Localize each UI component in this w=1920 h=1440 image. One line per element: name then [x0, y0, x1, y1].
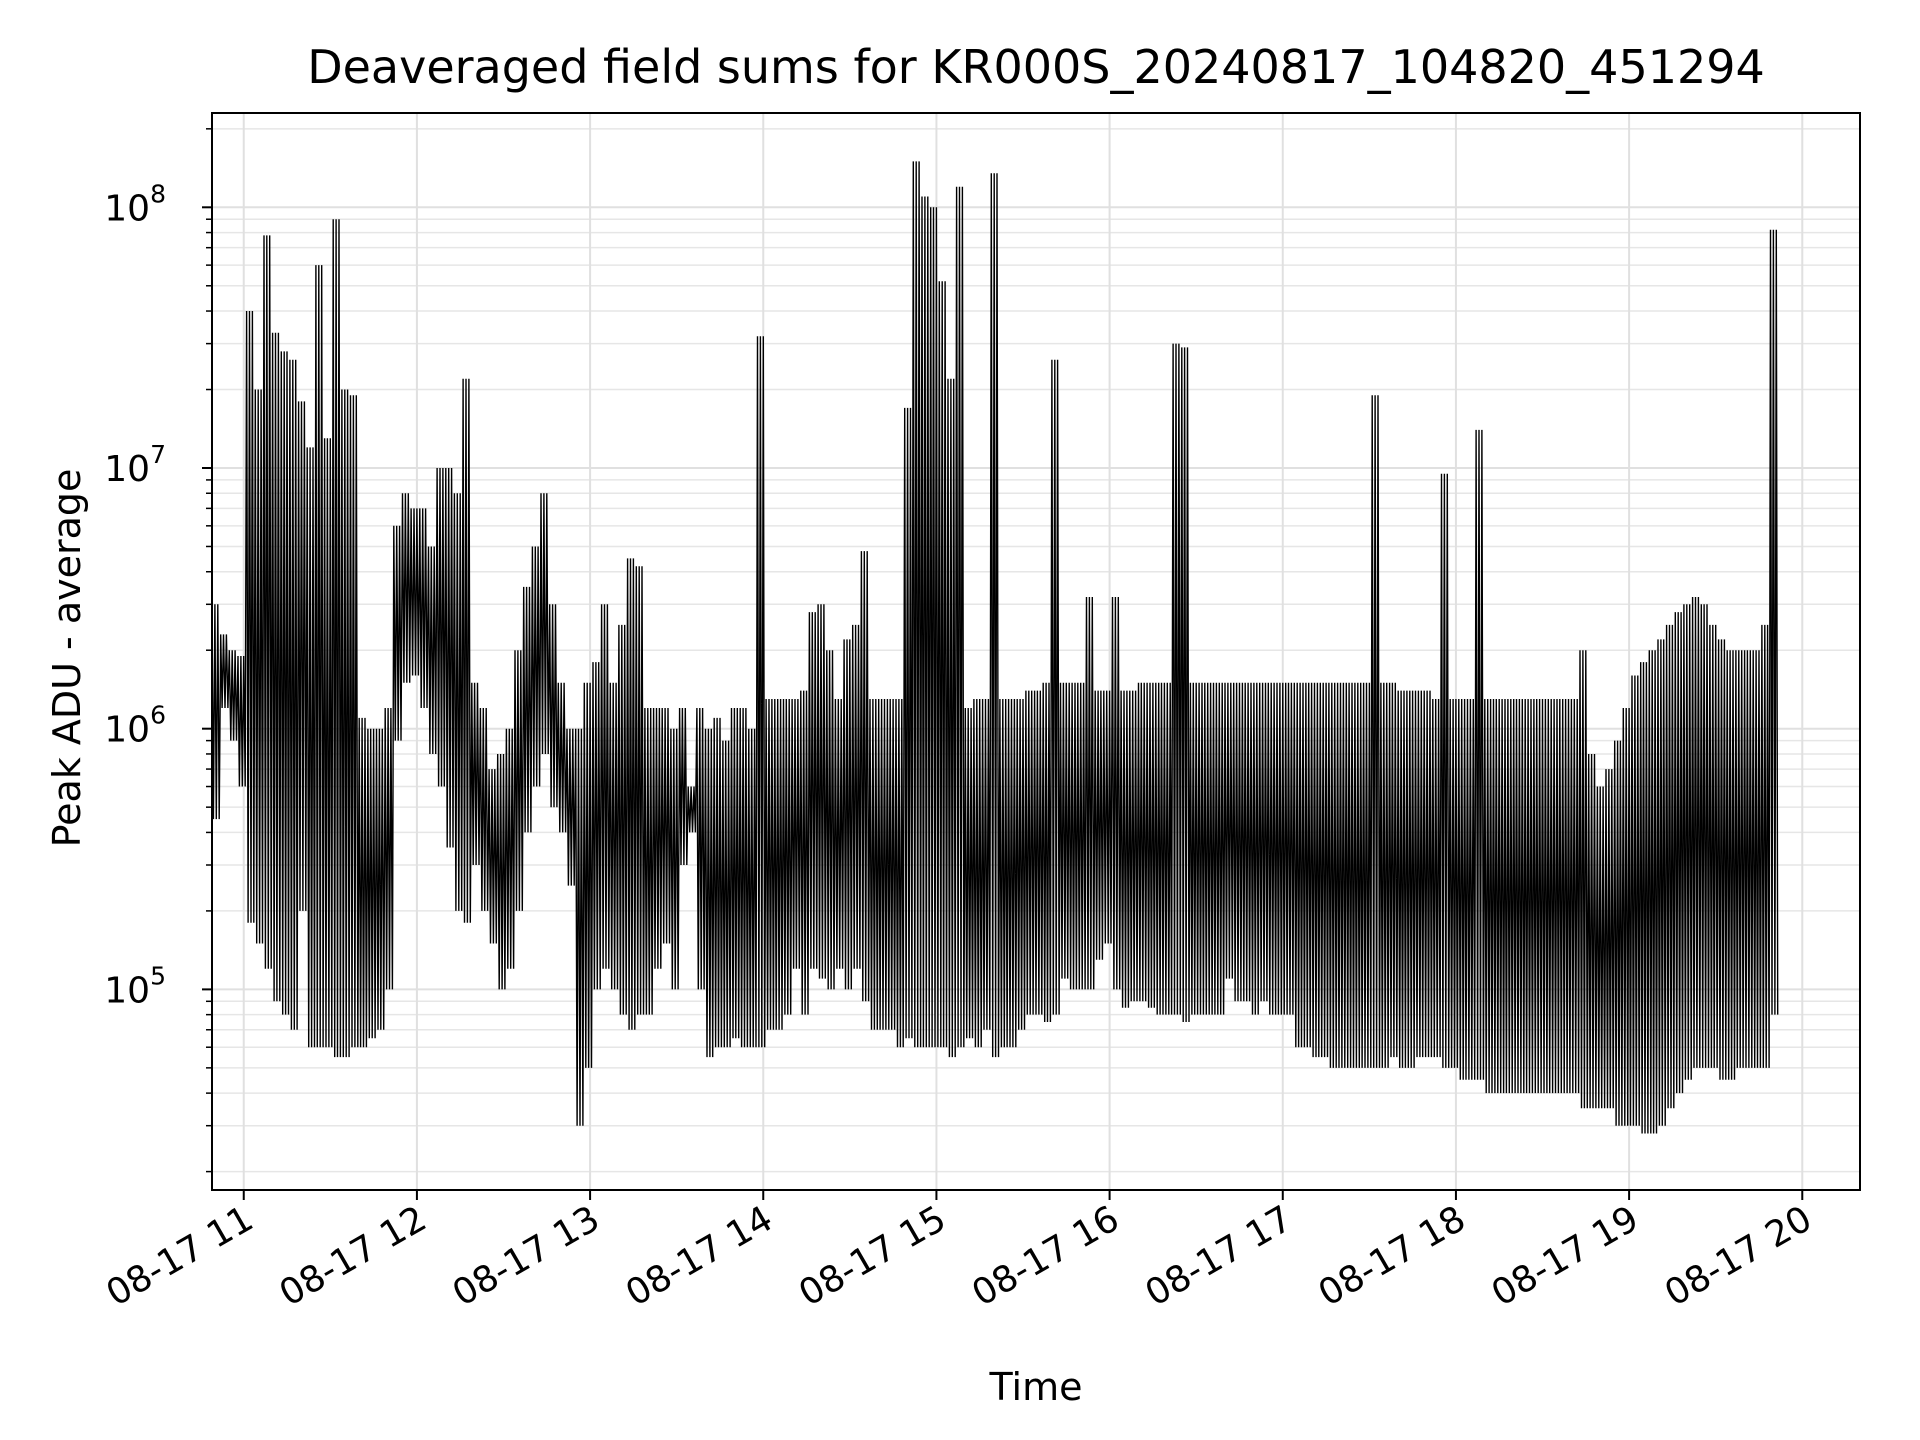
x-tick-label: 08-17 20	[1658, 1198, 1819, 1314]
y-axis-ticks: 105 106 107 108	[104, 128, 212, 1173]
y-tick-label: 106	[104, 701, 166, 751]
chart-title: Deaveraged field sums for KR000S_2024081…	[307, 40, 1765, 94]
x-tick-label: 08-17 15	[792, 1198, 953, 1314]
x-tick-label: 08-17 11	[100, 1198, 261, 1314]
x-tick-label: 08-17 14	[619, 1198, 780, 1314]
data-series	[211, 161, 1779, 1134]
y-tick-label: 108	[104, 179, 166, 229]
x-tick-label: 08-17 17	[1139, 1198, 1300, 1314]
x-tick-label: 08-17 13	[446, 1198, 607, 1314]
series-line	[211, 161, 1779, 1134]
plot-frame	[211, 112, 1861, 1191]
y-tick-label: 107	[104, 440, 166, 490]
y-tick-label: 105	[104, 961, 166, 1011]
y-axis-label: Peak ADU - average	[45, 469, 89, 848]
x-tick-label: 08-17 16	[965, 1198, 1126, 1314]
x-tick-label: 08-17 18	[1312, 1198, 1473, 1314]
x-tick-label: 08-17 12	[273, 1198, 434, 1314]
x-axis-ticks: 08-17 11 08-17 12 08-17 13 08-17 14 08-17 15…	[100, 1190, 1819, 1315]
x-axis-label: Time	[989, 1365, 1083, 1409]
x-tick-label: 08-17 19	[1485, 1198, 1646, 1314]
